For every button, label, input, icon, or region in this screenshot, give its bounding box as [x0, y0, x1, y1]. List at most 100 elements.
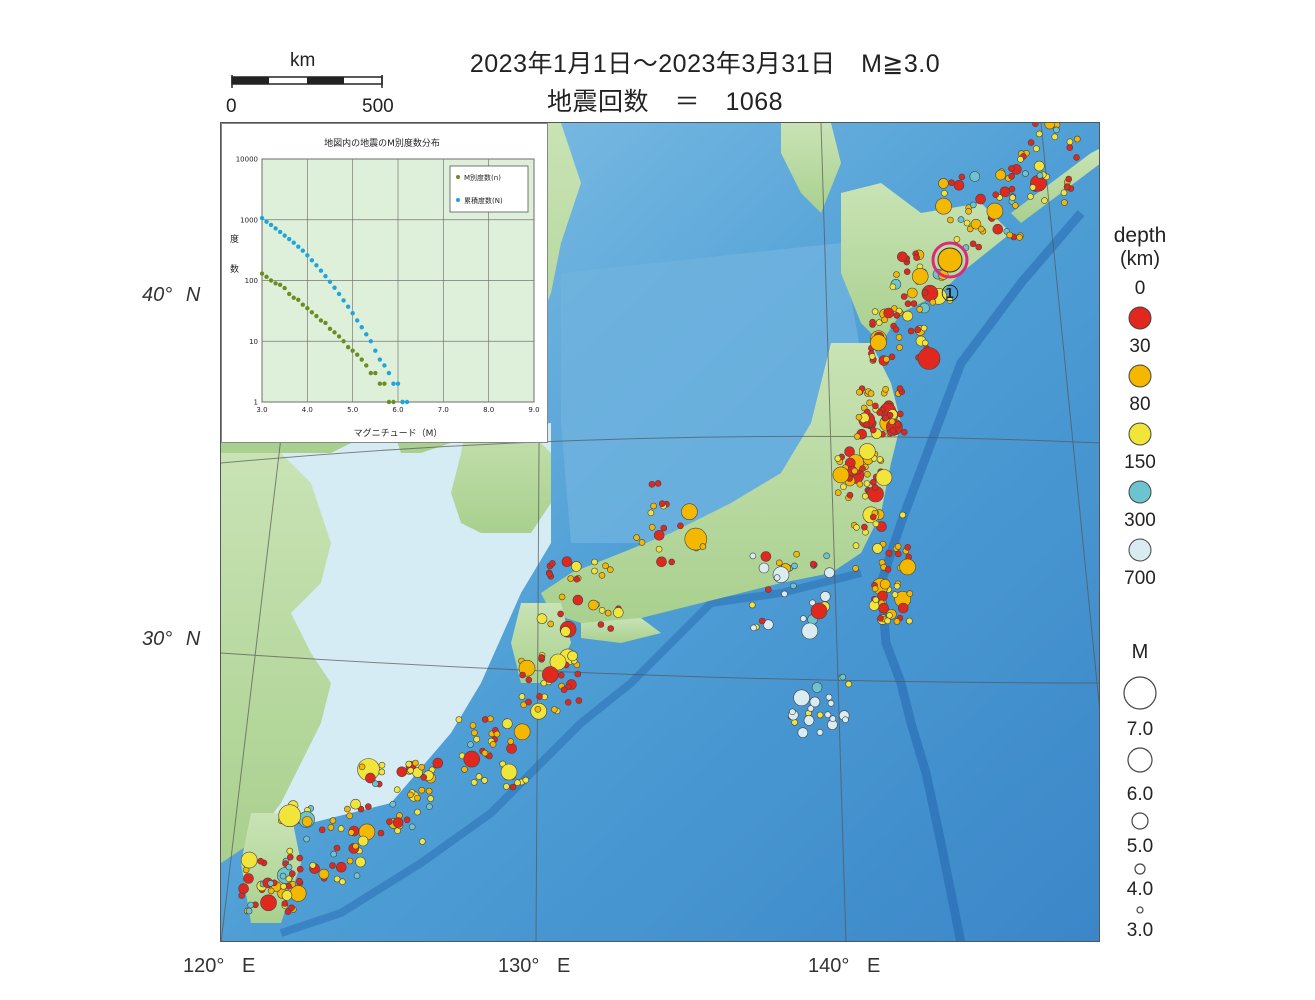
legend-swatch-per-m: [456, 175, 460, 179]
epicenter-marker: [969, 240, 977, 248]
epicenter-marker: [859, 465, 866, 472]
epicenter-marker: [327, 824, 335, 831]
kuril-islands: [1011, 149, 1099, 223]
epicenter-marker: [470, 779, 478, 786]
epicenter-marker: [658, 500, 666, 508]
epicenter-marker: [1032, 123, 1039, 127]
epicenter-marker: [883, 355, 890, 363]
epicenter-marker: [557, 671, 565, 679]
epicenter-marker: [773, 574, 781, 581]
lon-120-dir: E: [241, 955, 256, 977]
epicenter-marker: [897, 602, 909, 614]
epicenter-marker: [536, 613, 548, 625]
inset-point-per-m: [259, 271, 265, 276]
epicenter-marker: [507, 738, 515, 745]
epicenter-marker: [598, 571, 606, 579]
inset-point-per-m: [282, 285, 287, 291]
epicenter-marker: [975, 193, 986, 205]
epicenter-marker: [938, 178, 949, 189]
inset-point-per-m: [359, 357, 364, 362]
epicenter-marker: [240, 851, 258, 869]
inset-y-tick-label: 10000: [236, 156, 258, 164]
inset-point-cumulative: [268, 222, 274, 228]
epicenter-marker: [789, 708, 796, 716]
highlighted-event[interactable]: [937, 247, 963, 273]
epicenter-marker: [834, 455, 842, 462]
inset-point-cumulative: [305, 253, 310, 258]
epicenter-marker: [243, 873, 254, 884]
epicenter-marker: [1008, 172, 1015, 180]
epicenter-marker: [318, 826, 326, 834]
legend-mag-4: 4.0: [1126, 879, 1154, 900]
epicenter-marker: [896, 344, 903, 351]
epicenter-marker: [893, 582, 901, 590]
epicenter-marker: [602, 562, 609, 570]
epicenter-marker: [427, 795, 434, 802]
lat-40-dir: N: [185, 284, 201, 306]
inset-x-tick-label: 6.0: [392, 406, 403, 414]
epicenter-marker: [750, 624, 757, 632]
epicenter-marker: [819, 591, 831, 602]
epicenter-marker: [560, 626, 571, 637]
epicenter-marker: [958, 173, 966, 181]
epicenter-marker: [760, 551, 772, 562]
legend-depth-title: depth: [1113, 224, 1167, 247]
epicenter-marker: [969, 201, 977, 209]
inset-point-per-m: [277, 282, 283, 287]
epicenter-marker: [793, 550, 800, 558]
epicenter-marker: [481, 749, 489, 757]
inset-point-cumulative: [350, 310, 355, 316]
epicenter-marker: [513, 723, 531, 741]
epicenter-marker: [827, 699, 835, 707]
epicenter-marker: [906, 590, 914, 597]
event-marker-label: ①: [940, 282, 960, 307]
epicenter-marker: [861, 492, 869, 500]
epicenter-marker: [344, 805, 351, 813]
epicenter-marker: [823, 552, 830, 560]
inset-point-cumulative: [345, 304, 351, 309]
legend-mag-swatch-7: [1123, 676, 1157, 710]
legend-depth-150: 150: [1124, 452, 1156, 473]
inset-point-per-m: [327, 326, 333, 332]
epicenter-marker: [1008, 165, 1015, 172]
epicenter-marker: [1060, 189, 1068, 196]
epicenter-marker: [863, 421, 870, 428]
epicenter-marker: [851, 467, 858, 475]
epicenter-marker: [855, 388, 863, 396]
epicenter-marker: [809, 560, 817, 568]
epicenter-marker: [879, 578, 891, 590]
epicenter-marker: [541, 666, 559, 683]
epicenter-marker: [965, 208, 972, 215]
epicenter-marker: [281, 900, 289, 907]
inset-point-per-m: [300, 302, 305, 307]
epicenter-marker: [357, 835, 369, 847]
epicenter-marker: [606, 566, 614, 574]
inset-points: [259, 215, 410, 405]
inset-point-per-m: [314, 313, 319, 319]
lon-label-120: 120° E: [183, 955, 255, 978]
inset-y-tick-label: 10: [249, 338, 258, 346]
epicenter-marker: [884, 566, 892, 573]
epicenter-marker: [467, 741, 474, 748]
epicenter-marker: [403, 816, 411, 824]
epicenter-marker: [791, 562, 798, 570]
epicenter-marker: [668, 558, 676, 566]
epicenter-marker: [762, 619, 774, 631]
legend-mag-6: 6.0: [1126, 784, 1154, 805]
inset-point-cumulative: [309, 258, 315, 263]
epicenter-marker: [677, 522, 684, 530]
epicenter-marker: [549, 560, 556, 567]
epicenter-marker: [522, 776, 530, 784]
inset-x-tick-label: 5.0: [347, 406, 358, 414]
epicenter-marker: [995, 169, 1006, 181]
epicenter-marker: [810, 602, 828, 620]
inset-grid: [261, 158, 535, 403]
legend-depth-swatch-300: [1128, 538, 1152, 562]
sakhalin: [781, 123, 841, 213]
epicenter-marker: [894, 550, 902, 558]
china-coast: [221, 453, 331, 863]
inset-point-per-m: [323, 320, 328, 326]
epicenter-marker: [893, 271, 900, 278]
inset-point-cumulative: [314, 263, 319, 268]
epicenter-marker: [992, 223, 1004, 235]
